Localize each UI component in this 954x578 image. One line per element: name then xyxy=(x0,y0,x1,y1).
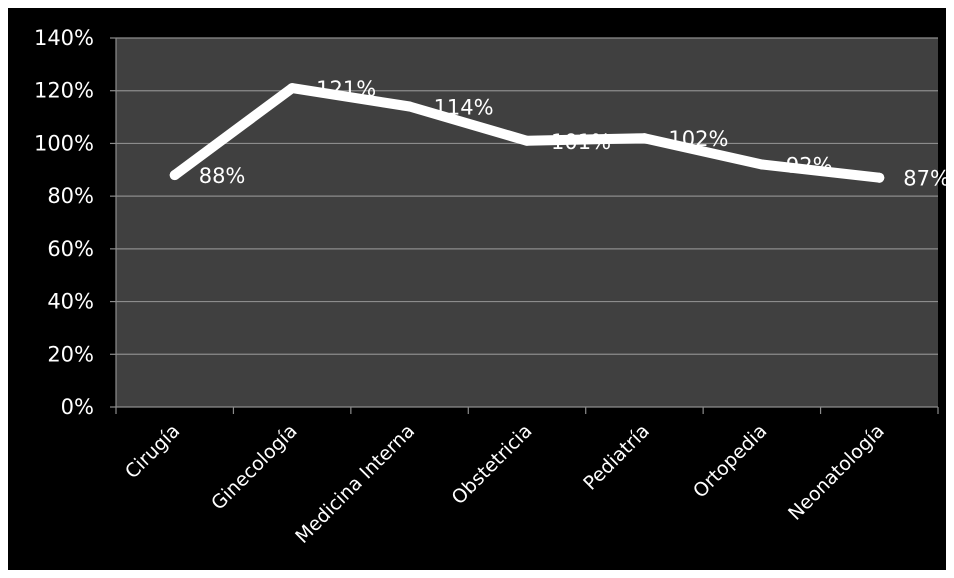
data-point xyxy=(404,101,415,112)
y-tick-label: 60% xyxy=(47,237,94,261)
y-tick-label: 40% xyxy=(47,290,94,314)
data-label: 121% xyxy=(316,77,376,101)
y-tick-label: 120% xyxy=(34,79,94,103)
data-point xyxy=(522,135,532,146)
data-label: 88% xyxy=(199,164,246,188)
data-label: 92% xyxy=(786,154,833,178)
y-tick-label: 100% xyxy=(34,131,94,155)
gridlines xyxy=(116,37,938,355)
series-layer xyxy=(169,83,885,183)
y-tick-label: 20% xyxy=(47,342,94,366)
y-axis-tick-labels: 0% 20% 40% 60% 80% 100% 120% 140% xyxy=(34,26,94,419)
data-label: 101% xyxy=(551,130,611,154)
data-point xyxy=(874,172,885,183)
data-label: 114% xyxy=(434,96,494,120)
axes xyxy=(110,37,939,414)
y-tick-label: 80% xyxy=(47,184,94,208)
data-labels: 88% 121% 114% 101% 102% 92% 87% xyxy=(199,77,950,191)
data-label: 87% xyxy=(903,167,950,191)
plot-area xyxy=(116,38,938,407)
y-tick-label: 0% xyxy=(61,395,94,419)
data-point xyxy=(756,159,767,170)
data-point xyxy=(287,83,298,94)
y-tick-label: 140% xyxy=(34,26,94,50)
data-point xyxy=(639,133,650,144)
data-point xyxy=(169,170,180,181)
data-label: 102% xyxy=(668,127,728,151)
